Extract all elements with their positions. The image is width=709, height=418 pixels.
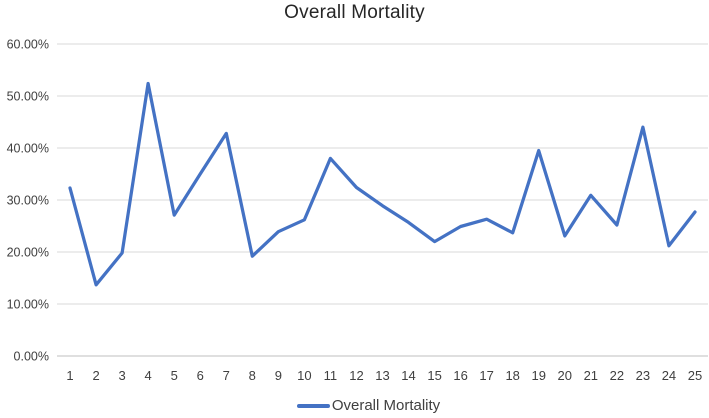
- legend-label: Overall Mortality: [331, 397, 441, 414]
- x-axis-tick-label: 4: [145, 368, 152, 383]
- chart-title: Overall Mortality: [284, 2, 425, 23]
- x-axis-tick-label: 2: [92, 368, 99, 383]
- y-axis-tick-label: 50.00%: [7, 90, 49, 104]
- x-axis-tick-label: 16: [453, 368, 467, 383]
- legend: Overall Mortality: [14, 397, 709, 414]
- x-axis-tick-label: 3: [118, 368, 125, 383]
- x-axis-tick-label: 8: [249, 368, 256, 383]
- y-axis-tick-label: 30.00%: [7, 194, 49, 208]
- x-axis-tick-label: 12: [349, 368, 363, 383]
- x-axis-tick-label: 13: [375, 368, 389, 383]
- x-axis-tick-label: 23: [636, 368, 650, 383]
- y-axis-tick-label: 60.00%: [7, 38, 49, 52]
- x-axis-tick-label: 24: [662, 368, 676, 383]
- x-axis-tick-label: 21: [584, 368, 598, 383]
- x-axis-tick-label: 20: [558, 368, 572, 383]
- y-axis-tick-label: 20.00%: [7, 246, 49, 260]
- x-axis-tick-label: 22: [610, 368, 624, 383]
- y-axis-tick-label: 0.00%: [14, 350, 49, 364]
- x-axis-tick-label: 7: [223, 368, 230, 383]
- legend-line-swatch: [296, 403, 330, 408]
- x-axis-tick-label: 1: [66, 368, 73, 383]
- x-axis-tick-label: 19: [532, 368, 546, 383]
- x-axis-tick-label: 14: [401, 368, 415, 383]
- x-axis-tick-label: 18: [505, 368, 519, 383]
- x-axis-tick-label: 15: [427, 368, 441, 383]
- y-axis-tick-label: 10.00%: [7, 298, 49, 312]
- y-axis-tick-label: 40.00%: [7, 142, 49, 156]
- x-axis-tick-label: 6: [197, 368, 204, 383]
- x-axis-tick-label: 5: [171, 368, 178, 383]
- x-axis-tick-label: 25: [688, 368, 702, 383]
- series-line-overall-mortality: [68, 81, 697, 287]
- x-axis-tick-label: 11: [324, 368, 338, 383]
- x-axis-tick-label: 9: [275, 368, 282, 383]
- x-axis-tick-label: 17: [479, 368, 493, 383]
- x-axis-tick-label: 10: [297, 368, 311, 383]
